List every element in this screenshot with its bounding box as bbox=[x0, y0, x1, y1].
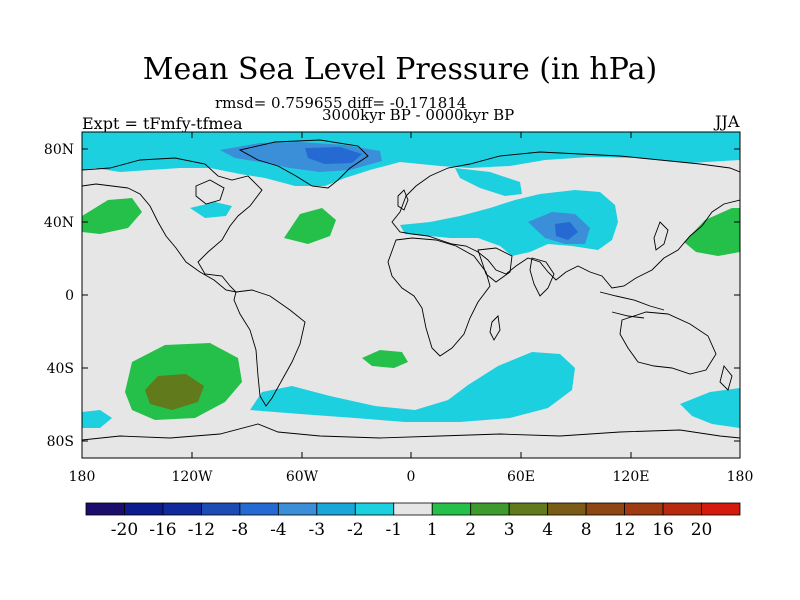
colorbar-swatch bbox=[624, 502, 664, 516]
colorbar-swatch bbox=[201, 502, 241, 516]
colorbar-label: -1 bbox=[385, 520, 402, 540]
south-pacific-positive-core bbox=[145, 374, 204, 410]
north-pacific-east-positive bbox=[684, 208, 740, 256]
europe-asia-coast bbox=[391, 151, 740, 289]
colorbar-swatch bbox=[124, 502, 164, 516]
colorbar-label: -20 bbox=[111, 520, 138, 540]
arabia-coast bbox=[477, 247, 513, 283]
lon-tick-label: 180 bbox=[69, 469, 96, 485]
colorbar-swatch bbox=[316, 502, 356, 516]
colorbar-swatch bbox=[701, 502, 741, 516]
colorbar-label: 1 bbox=[427, 520, 438, 540]
lon-tick-label: 60W bbox=[286, 469, 319, 485]
north-pacific-west-positive bbox=[82, 198, 142, 234]
colorbar-label: 16 bbox=[652, 520, 674, 540]
japan-coast bbox=[653, 221, 669, 251]
lat-tick-label: 0 bbox=[65, 288, 74, 304]
map-title: Mean Sea Level Pressure (in hPa) bbox=[142, 52, 658, 87]
colorbar-swatch bbox=[239, 502, 279, 516]
southeast-asia-islands bbox=[599, 291, 665, 319]
colorbar-swatch bbox=[470, 502, 510, 516]
colorbar-label: 4 bbox=[542, 520, 553, 540]
antarctica-coast bbox=[82, 423, 740, 441]
colorbar-swatch bbox=[508, 502, 549, 516]
lon-tick-label: 0 bbox=[407, 469, 416, 485]
lat-tick-label: 80S bbox=[47, 434, 74, 450]
colorbar-swatch bbox=[85, 502, 125, 516]
uk-coast bbox=[397, 189, 409, 211]
colorbar-label: -12 bbox=[188, 520, 215, 540]
colorbar-label: -3 bbox=[309, 520, 326, 540]
colorbar-swatch bbox=[662, 502, 702, 516]
lat-tick-label: 40S bbox=[47, 361, 74, 377]
norwegian-sea-negative bbox=[455, 168, 522, 196]
colorbar: -20 -16 -12 -8 -4 -3 -2 -1 1 2 3 4 8 12 16 20 bbox=[85, 502, 741, 540]
south-indian-negative bbox=[680, 388, 740, 428]
colorbar-swatch bbox=[393, 502, 433, 516]
south-america-coast bbox=[233, 289, 306, 407]
colorbar-swatch bbox=[547, 502, 587, 516]
lon-tick-label: 120E bbox=[613, 469, 650, 485]
far-south-pacific-negative bbox=[82, 410, 112, 428]
south-atlantic-positive bbox=[362, 350, 408, 368]
southern-ocean-negative bbox=[250, 352, 575, 422]
colorbar-label: 12 bbox=[614, 520, 636, 540]
lon-tick-label: 120W bbox=[171, 469, 213, 485]
colorbar-label: 8 bbox=[581, 520, 592, 540]
lon-tick-label: 60E bbox=[507, 469, 535, 485]
experiment-label: Expt = tFmfy-tfmea bbox=[82, 114, 243, 133]
stats-text: rmsd= 0.759655 diff= -0.171814 bbox=[215, 94, 467, 112]
colorbar-label: 20 bbox=[691, 520, 713, 540]
colorbar-label: 3 bbox=[504, 520, 515, 540]
pressure-field bbox=[82, 132, 740, 458]
season-label: JJA bbox=[715, 112, 740, 131]
madagascar-coast bbox=[489, 315, 501, 341]
tibet-negative-center bbox=[555, 222, 578, 240]
colorbar-label: -16 bbox=[149, 520, 176, 540]
colorbar-swatch bbox=[354, 502, 395, 516]
period-text: 3000kyr BP - 0000kyr BP bbox=[322, 106, 515, 124]
colorbar-label: 2 bbox=[465, 520, 476, 540]
colorbar-swatch bbox=[431, 502, 472, 516]
lat-tick-label: 40N bbox=[44, 215, 74, 231]
northeast-america-negative bbox=[190, 202, 232, 218]
greenland-negative-center bbox=[305, 147, 362, 164]
greenland-coast bbox=[238, 139, 369, 189]
axis-tick-marks bbox=[82, 132, 740, 458]
colorbar-swatch bbox=[585, 502, 625, 516]
colorbar-label: -4 bbox=[270, 520, 287, 540]
colorbar-label: -8 bbox=[232, 520, 249, 540]
coastlines bbox=[82, 139, 740, 441]
north-america-coast bbox=[82, 157, 263, 293]
india-coast bbox=[529, 257, 555, 297]
lat-tick-label: 80N bbox=[44, 142, 74, 158]
colorbar-swatch bbox=[162, 502, 202, 516]
africa-coast bbox=[387, 237, 491, 357]
hudson-bay-coast bbox=[195, 179, 225, 205]
north-atlantic-positive bbox=[284, 208, 336, 244]
australia-coast bbox=[619, 311, 717, 375]
colorbar-label: -2 bbox=[347, 520, 364, 540]
new-zealand-coast bbox=[719, 365, 733, 391]
colorbar-swatch bbox=[277, 502, 318, 516]
lon-tick-label: 180 bbox=[727, 469, 754, 485]
